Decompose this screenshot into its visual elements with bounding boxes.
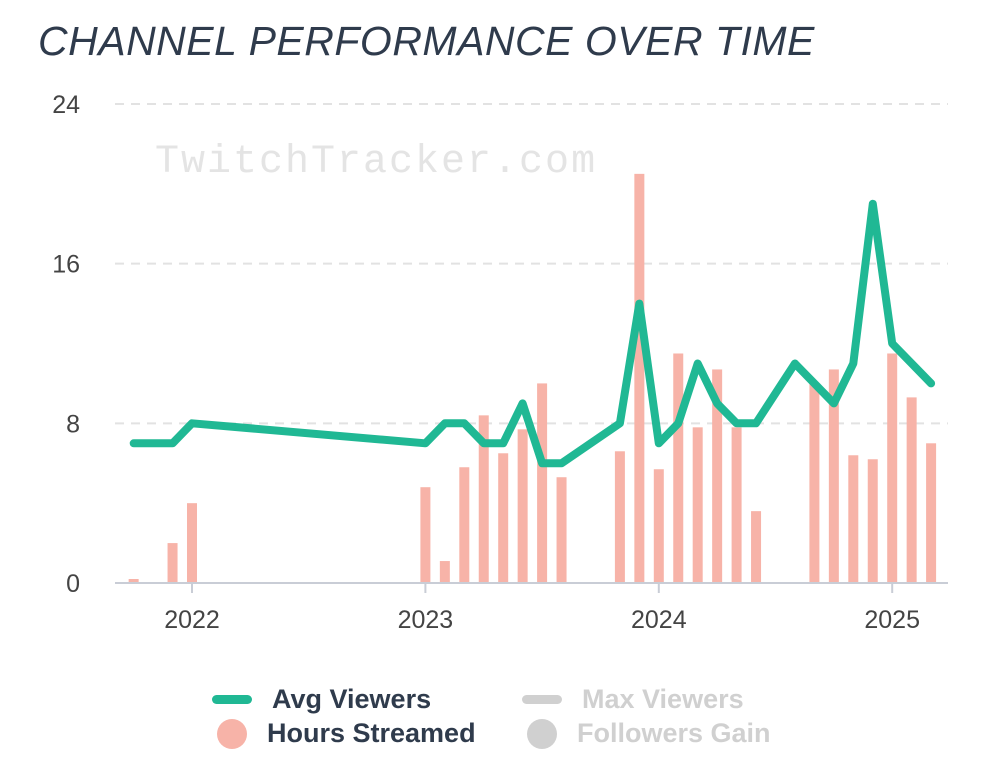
bar-hours-streamed <box>634 173 645 583</box>
legend-line-symbol <box>522 695 562 704</box>
y-tick-label: 8 <box>66 410 80 438</box>
bar-hours-streamed <box>712 369 723 583</box>
bar-hours-streamed <box>459 467 470 583</box>
legend-label: Hours Streamed <box>267 718 476 748</box>
y-tick-label: 24 <box>52 91 80 119</box>
bar-hours-streamed <box>187 503 197 583</box>
y-tick-label: 16 <box>52 251 80 279</box>
bar-hours-streamed <box>498 453 509 583</box>
bar-hours-streamed <box>420 487 431 583</box>
bar-hours-streamed <box>848 455 859 583</box>
bar-hours-streamed <box>556 477 567 583</box>
bar-hours-streamed <box>673 353 684 583</box>
legend-line-symbol <box>212 695 252 704</box>
legend-item-avg-viewers[interactable]: Avg Viewers <box>210 684 431 715</box>
bar-hours-streamed <box>614 451 625 583</box>
legend-item-max-viewers[interactable]: Max Viewers <box>520 684 744 715</box>
legend-label: Max Viewers <box>582 684 744 714</box>
bar-hours-streamed <box>906 397 917 583</box>
bar-hours-streamed <box>867 459 878 583</box>
x-tick-label: 2023 <box>398 606 454 634</box>
avg-viewers-line-layer <box>129 199 936 468</box>
y-tick-label: 0 <box>66 570 80 598</box>
bar-hours-streamed <box>731 427 742 583</box>
bar-hours-streamed <box>692 427 703 583</box>
legend-item-followers-gain[interactable]: Followers Gain <box>520 718 771 749</box>
bar-hours-streamed <box>517 429 528 583</box>
bar-hours-streamed <box>537 383 548 583</box>
x-tick-label: 2025 <box>864 606 920 634</box>
x-tick-label: 2024 <box>631 606 687 634</box>
bar-hours-streamed <box>828 369 839 583</box>
x-tick-label: 2022 <box>164 606 220 634</box>
chart-legend: Avg Viewers Max Viewers Hours Streamed F… <box>0 676 1000 756</box>
y-axis-ticks: 0 8 16 24 <box>52 91 80 598</box>
watermark-layer: TwitchTracker.com <box>155 140 597 185</box>
avg-viewers-line <box>129 199 936 468</box>
x-axis-ticks: 2022 2023 2024 2025 <box>164 583 920 634</box>
bar-hours-streamed <box>167 543 178 583</box>
bar-hours-streamed <box>887 353 898 583</box>
legend-dot-symbol <box>217 718 247 749</box>
watermark-text: TwitchTracker.com <box>155 140 597 185</box>
bar-hours-streamed <box>809 383 820 583</box>
bar-hours-streamed <box>439 561 450 583</box>
legend-dot-symbol <box>527 718 557 749</box>
bar-hours-streamed <box>478 415 489 583</box>
bar-hours-streamed <box>926 443 937 583</box>
bar-hours-streamed <box>653 469 664 583</box>
bar-hours-streamed <box>751 511 762 583</box>
bar-hours-streamed <box>128 579 139 583</box>
hours-streamed-bars <box>128 173 937 583</box>
chart-title: CHANNEL PERFORMANCE OVER TIME <box>38 18 815 64</box>
legend-item-hours-streamed[interactable]: Hours Streamed <box>210 718 476 749</box>
legend-label: Followers Gain <box>577 718 771 748</box>
legend-label: Avg Viewers <box>272 684 432 714</box>
